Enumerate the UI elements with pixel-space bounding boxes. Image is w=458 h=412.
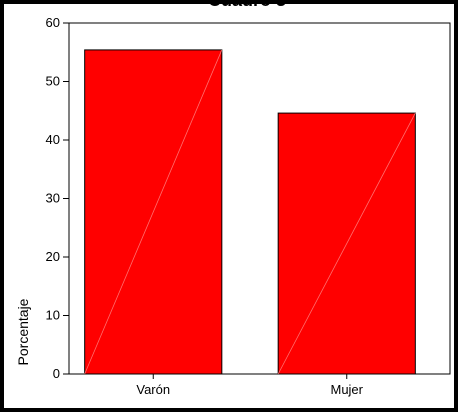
y-tick-label: 40 <box>46 132 60 147</box>
y-axis: 0 10 20 30 40 50 60 <box>46 15 69 381</box>
y-tick-label: 50 <box>46 74 60 89</box>
y-axis-title: Porcentaje <box>15 298 31 365</box>
x-tick-label: Mujer <box>330 382 363 397</box>
y-tick-label: 60 <box>46 15 60 30</box>
bars <box>84 49 416 375</box>
y-tick-label: 10 <box>46 308 60 323</box>
chart-title: Cuadro 3 <box>208 0 286 10</box>
bar-diagonal-highlight <box>84 49 223 375</box>
y-tick-label: 30 <box>46 191 60 206</box>
y-tick-label: 20 <box>46 249 60 264</box>
x-tick-label: Varón <box>136 382 170 397</box>
bar-diagonal-highlight <box>277 112 416 375</box>
x-axis: Varón Mujer <box>136 374 364 397</box>
y-tick-label: 0 <box>53 366 60 381</box>
